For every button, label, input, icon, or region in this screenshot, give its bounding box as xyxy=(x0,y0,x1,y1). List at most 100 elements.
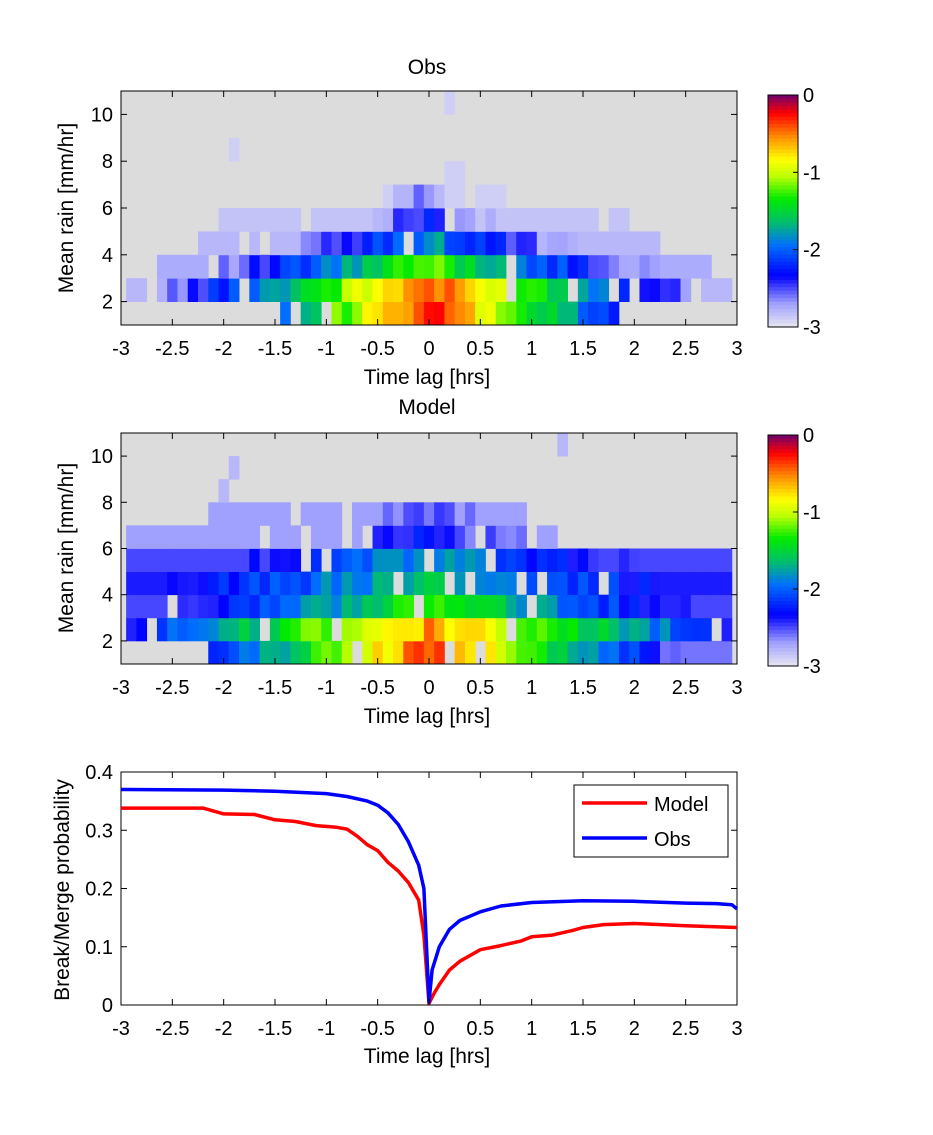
obs-heatmap-cell xyxy=(177,254,189,279)
obs-colorbar-swatch xyxy=(768,145,798,150)
model-colorbar-swatch xyxy=(768,579,798,584)
obs-heatmap-cell xyxy=(444,254,456,279)
obs-colorbar-swatch xyxy=(768,189,798,194)
obs-heatmap-cell xyxy=(495,208,507,232)
model-heatmap-cell xyxy=(331,548,343,572)
model-colorbar-swatch xyxy=(768,518,798,523)
obs-heatmap-cell xyxy=(259,254,271,279)
obs-heatmap-cell xyxy=(680,278,692,302)
model-heatmap-cell xyxy=(403,548,414,572)
obs-heatmap-cell xyxy=(495,301,507,326)
model-heatmap-cell xyxy=(280,640,291,665)
model-heatmap-cell xyxy=(136,594,148,619)
obs-heatmap-cell xyxy=(413,231,425,256)
model-y-tick-label: 6 xyxy=(102,539,113,561)
obs-x-tick-label: -2 xyxy=(215,338,233,360)
obs-heatmap-cell xyxy=(187,254,199,279)
model-heatmap-cell xyxy=(403,571,414,596)
line-y-tick-label: 0.4 xyxy=(85,762,113,784)
model-heatmap-cell xyxy=(372,617,384,642)
model-x-tick-label: 1 xyxy=(526,677,537,699)
obs-heatmap-cell xyxy=(588,301,599,326)
model-colorbar-swatch xyxy=(768,460,798,465)
model-y-ticks: 2 4 6 8 10 xyxy=(91,446,737,653)
obs-colorbar-swatch xyxy=(768,167,798,172)
obs-colorbar-swatch xyxy=(768,185,798,190)
obs-colorbar-tick-label: -1 xyxy=(803,162,821,184)
obs-heatmap-cell xyxy=(639,231,651,256)
model-heatmap-cell xyxy=(670,594,681,619)
obs-x-tick-label: 2.5 xyxy=(672,338,700,360)
model-heatmap-cell xyxy=(577,548,589,572)
obs-colorbar-swatch xyxy=(768,153,798,158)
model-heatmap-cell xyxy=(495,548,507,572)
obs-heatmap-cell xyxy=(259,208,271,232)
model-heatmap-cell xyxy=(300,640,312,665)
model-heatmap-cell xyxy=(341,548,353,572)
model-heatmap-cell xyxy=(300,502,312,526)
line-x-tick-label: 0 xyxy=(423,1018,434,1040)
model-heatmap-cell xyxy=(577,594,589,619)
obs-heatmap-cell xyxy=(331,278,343,302)
model-colorbar-swatch xyxy=(768,647,798,653)
model-heatmap-cell xyxy=(475,548,486,572)
model-heatmap-cell xyxy=(218,479,230,503)
model-heatmap-cell xyxy=(208,640,219,665)
obs-heatmap-cell xyxy=(485,301,497,326)
obs-colorbar-swatch xyxy=(768,250,798,256)
obs-heatmap-cell xyxy=(598,278,610,302)
model-heatmap-cell xyxy=(403,617,414,642)
obs-heatmap-cell xyxy=(588,278,599,302)
model-heatmap-cell xyxy=(208,617,219,642)
model-heatmap-cell xyxy=(660,548,671,572)
model-heatmap-cell xyxy=(506,571,517,596)
model-heatmap-cell xyxy=(557,571,568,596)
line-x-tick-label: 3 xyxy=(731,1018,742,1040)
model-heatmap-cell xyxy=(372,571,384,596)
model-heatmap-cell xyxy=(352,617,363,642)
obs-colorbar-swatch xyxy=(768,240,798,245)
obs-colorbar-swatch xyxy=(768,294,798,299)
model-heatmap-cell xyxy=(300,617,312,642)
model-heatmap-cell xyxy=(485,502,497,526)
model-x-ticks: -3 -2.5 -2 -1.5 -1 -0.5 0 0.5 1 1.5 2 2.5 3 xyxy=(112,433,743,699)
obs-heatmap-cell xyxy=(382,208,394,232)
obs-colorbar-swatch xyxy=(768,142,798,147)
obs-heatmap-cell xyxy=(372,231,384,256)
obs-heatmap-cell xyxy=(506,208,517,232)
model-heatmap-cell xyxy=(290,594,302,619)
model-heatmap-cell xyxy=(208,548,219,572)
obs-heatmap-cell xyxy=(156,278,168,302)
model-title: Model xyxy=(398,396,455,419)
obs-heatmap-cell xyxy=(372,278,384,302)
model-heatmap-cell xyxy=(557,617,568,642)
line-y-axis-label: Break/Merge probability xyxy=(51,779,74,1001)
obs-x-tick-label: 1 xyxy=(526,338,537,360)
model-heatmap-cell xyxy=(290,571,302,596)
model-heatmap-cell xyxy=(434,548,445,572)
model-heatmap-cell xyxy=(485,594,497,619)
obs-colorbar-swatch xyxy=(768,225,798,230)
obs-heatmap-cell xyxy=(434,278,445,302)
obs-heatmap-cell xyxy=(249,231,260,256)
obs-heatmap-cell xyxy=(444,91,456,115)
obs-heatmap-cell xyxy=(167,254,178,279)
model-heatmap-cell xyxy=(475,617,486,642)
model-colorbar-swatch xyxy=(768,496,798,501)
model-heatmap-cell xyxy=(228,548,240,572)
obs-colorbar-swatch xyxy=(768,203,798,208)
model-heatmap-cell xyxy=(208,525,219,549)
model-heatmap-cell xyxy=(269,594,281,619)
model-heatmap-cell xyxy=(598,594,610,619)
model-colorbar-swatch xyxy=(768,546,798,551)
obs-heatmap-cell xyxy=(269,254,281,279)
model-heatmap-cell xyxy=(310,548,322,572)
obs-heatmap-cell xyxy=(588,231,599,256)
model-heatmap-cell xyxy=(239,617,250,642)
obs-colorbar-swatch xyxy=(768,247,798,252)
model-heatmap-cell xyxy=(403,502,414,526)
model-heatmap-cell xyxy=(249,617,260,642)
model-heatmap-cell xyxy=(413,548,425,572)
obs-heatmap-cell xyxy=(269,231,281,256)
model-heatmap-cell xyxy=(464,548,476,572)
